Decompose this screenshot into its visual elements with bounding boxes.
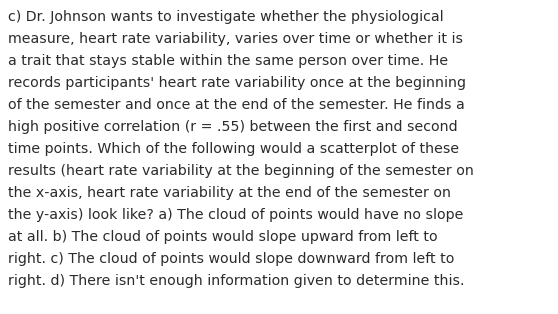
Text: the x-axis, heart rate variability at the end of the semester on: the x-axis, heart rate variability at th… <box>8 186 451 200</box>
Text: high positive correlation (r = .55) between the first and second: high positive correlation (r = .55) betw… <box>8 120 458 134</box>
Text: of the semester and once at the end of the semester. He finds a: of the semester and once at the end of t… <box>8 98 465 112</box>
Text: the y-axis) look like? a) The cloud of points would have no slope: the y-axis) look like? a) The cloud of p… <box>8 208 463 222</box>
Text: measure, heart rate variability, varies over time or whether it is: measure, heart rate variability, varies … <box>8 32 463 46</box>
Text: right. d) There isn't enough information given to determine this.: right. d) There isn't enough information… <box>8 274 464 288</box>
Text: records participants' heart rate variability once at the beginning: records participants' heart rate variabi… <box>8 76 466 90</box>
Text: at all. b) The cloud of points would slope upward from left to: at all. b) The cloud of points would slo… <box>8 230 437 244</box>
Text: results (heart rate variability at the beginning of the semester on: results (heart rate variability at the b… <box>8 164 474 178</box>
Text: c) Dr. Johnson wants to investigate whether the physiological: c) Dr. Johnson wants to investigate whet… <box>8 10 444 24</box>
Text: time points. Which of the following would a scatterplot of these: time points. Which of the following woul… <box>8 142 459 156</box>
Text: a trait that stays stable within the same person over time. He: a trait that stays stable within the sam… <box>8 54 448 68</box>
Text: right. c) The cloud of points would slope downward from left to: right. c) The cloud of points would slop… <box>8 252 454 266</box>
